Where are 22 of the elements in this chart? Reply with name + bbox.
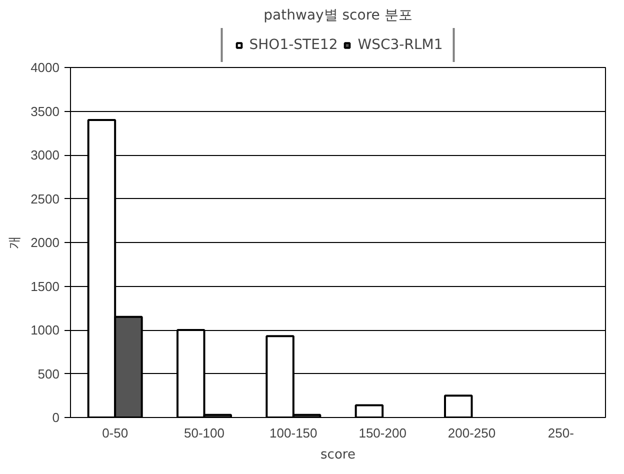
y-tick-label: 500	[38, 366, 60, 382]
y-tick-label: 1000	[30, 322, 60, 338]
bar	[444, 394, 473, 418]
y-tick-label: 3500	[30, 104, 60, 119]
x-axis-title: score	[320, 448, 356, 462]
y-tick-label: 3000	[30, 148, 60, 162]
x-tick-label: 150-200	[358, 426, 406, 440]
x-tick-label: 200-250	[448, 426, 496, 440]
legend-label: WSC3-RLM1	[358, 37, 443, 53]
y-tick-label: 2000	[30, 235, 60, 250]
y-tick-label: 4000	[30, 60, 60, 75]
x-tick-label: 0-50	[102, 426, 128, 440]
y-tick-label: 2500	[30, 191, 60, 206]
bar	[354, 404, 384, 418]
y-axis-title: 개	[8, 236, 22, 249]
chart-title: pathway별 score 분포	[264, 8, 412, 24]
y-tick-label: 1500	[30, 278, 60, 294]
legend-label: SHO1-STE12	[249, 37, 338, 53]
x-tick-label: 50-100	[184, 426, 224, 440]
x-tick-label: 100-150	[270, 426, 318, 440]
x-tick-label: 250-	[548, 426, 574, 440]
y-tick-label: 0	[52, 410, 60, 425]
